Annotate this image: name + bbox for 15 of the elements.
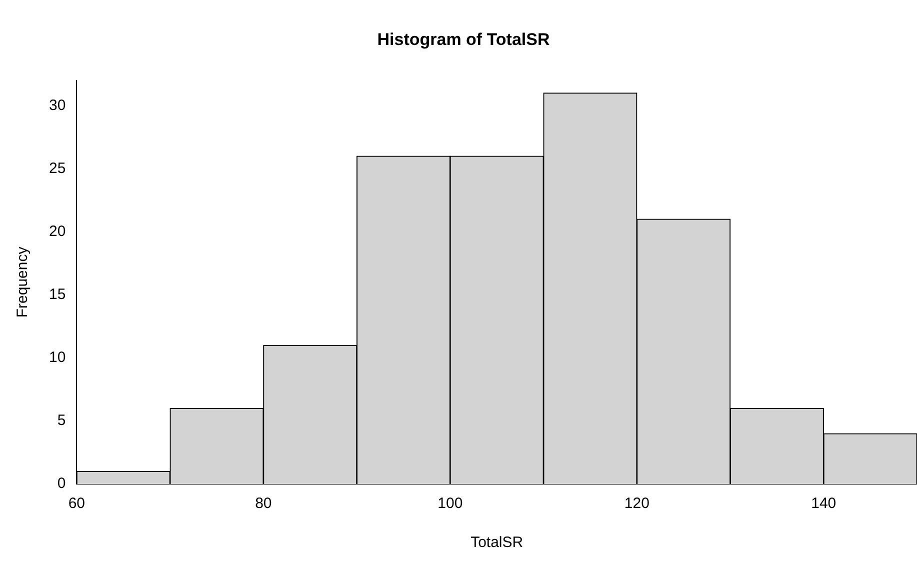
y-tick-label: 15 bbox=[48, 286, 66, 303]
y-tick-label: 10 bbox=[48, 349, 66, 366]
x-tick-label: 80 bbox=[255, 495, 272, 512]
x-axis-title: TotalSR bbox=[470, 534, 524, 552]
y-tick-label: 0 bbox=[57, 475, 66, 492]
y-axis-title: Frequency bbox=[14, 246, 32, 318]
y-tick-label: 5 bbox=[57, 412, 66, 430]
chart-title: Histogram of TotalSR bbox=[377, 30, 550, 49]
x-tick-label: 100 bbox=[438, 495, 463, 512]
y-tick-label: 20 bbox=[48, 222, 66, 240]
y-tick-label: 25 bbox=[48, 160, 66, 177]
x-tick-label: 140 bbox=[811, 495, 836, 512]
x-tick-label: 120 bbox=[624, 495, 650, 512]
x-tick-label: 60 bbox=[68, 495, 86, 512]
y-tick-label: 30 bbox=[48, 96, 66, 114]
